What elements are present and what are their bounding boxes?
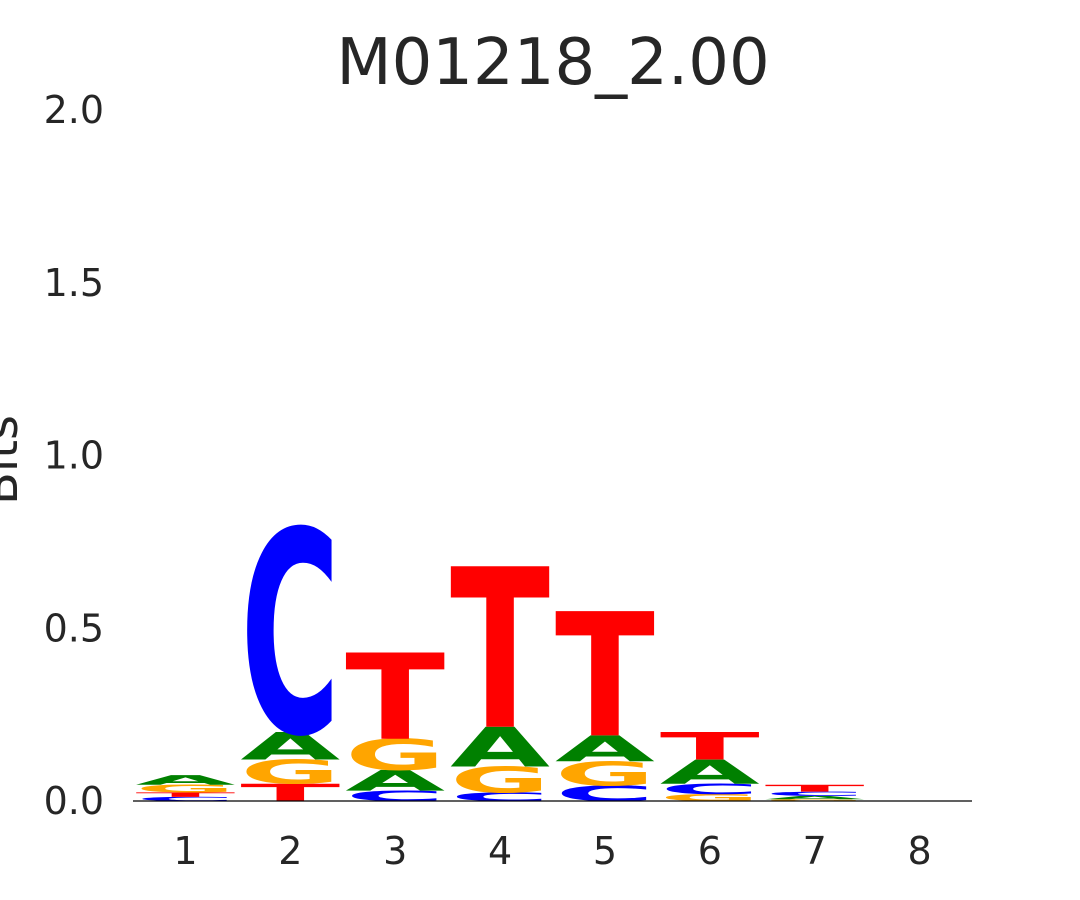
logo-letter-g: G bbox=[555, 755, 655, 794]
logo-letter-a: A bbox=[450, 716, 550, 779]
logo-letter-c: C bbox=[765, 791, 865, 798]
logo-letter-g: G bbox=[240, 753, 340, 792]
y-tick-label: 1.5 bbox=[44, 261, 104, 305]
logo-letter-c: C bbox=[136, 796, 236, 803]
logo-letter-g: G bbox=[660, 792, 760, 803]
logo-letter-t: T bbox=[660, 725, 760, 769]
y-axis-label: Bits bbox=[0, 415, 29, 505]
logo-letter-t: T bbox=[555, 579, 655, 776]
x-axis-ticks: 1 2 3 4 5 6 7 8 bbox=[173, 829, 931, 873]
logo-letter-c: C bbox=[555, 781, 655, 806]
x-tick-label: 2 bbox=[278, 829, 302, 873]
x-tick-label: 8 bbox=[907, 829, 931, 873]
x-tick-label: 6 bbox=[698, 829, 722, 873]
x-tick-label: 4 bbox=[488, 829, 512, 873]
y-tick-label: 0.5 bbox=[44, 606, 104, 650]
logo-letter-a: A bbox=[136, 772, 236, 787]
y-axis-ticks: 0.0 0.5 1.0 1.5 2.0 bbox=[44, 88, 104, 823]
logo-letter-g: G bbox=[450, 760, 550, 801]
logo-letter-c: C bbox=[345, 788, 445, 805]
logo-letter-a: A bbox=[660, 753, 760, 791]
logo-letter-a: A bbox=[345, 764, 445, 797]
y-tick-label: 0.0 bbox=[44, 779, 104, 823]
logo-letter-t: T bbox=[450, 524, 550, 780]
logo-letter-c: C bbox=[660, 781, 760, 798]
chart-title: M01218_2.00 bbox=[336, 26, 769, 100]
logo-letter-a: A bbox=[765, 795, 865, 801]
logo-letter-t: T bbox=[345, 629, 445, 767]
y-tick-label: 1.0 bbox=[44, 434, 104, 478]
x-tick-label: 1 bbox=[173, 829, 197, 873]
logo-letter-t: T bbox=[765, 783, 865, 794]
logo-letter-c: C bbox=[450, 790, 550, 804]
logo-letter-a: A bbox=[555, 729, 655, 770]
x-tick-label: 3 bbox=[383, 829, 407, 873]
logo-letter-g: G bbox=[345, 731, 445, 781]
logo-letter-g: G bbox=[136, 783, 236, 795]
x-tick-label: 5 bbox=[593, 829, 617, 873]
logo-letter-t: T bbox=[240, 779, 340, 807]
y-tick-label: 2.0 bbox=[44, 88, 104, 132]
logo-letter-g: G bbox=[765, 799, 865, 802]
logo-letter-a: A bbox=[240, 725, 340, 769]
logo-letter-c: C bbox=[240, 473, 340, 798]
logo-letter-t: T bbox=[136, 791, 236, 798]
x-tick-label: 7 bbox=[803, 829, 827, 873]
